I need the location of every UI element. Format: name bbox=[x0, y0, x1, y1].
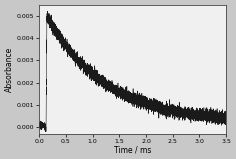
Y-axis label: Absorbance: Absorbance bbox=[5, 47, 14, 92]
X-axis label: Time / ms: Time / ms bbox=[114, 145, 151, 154]
